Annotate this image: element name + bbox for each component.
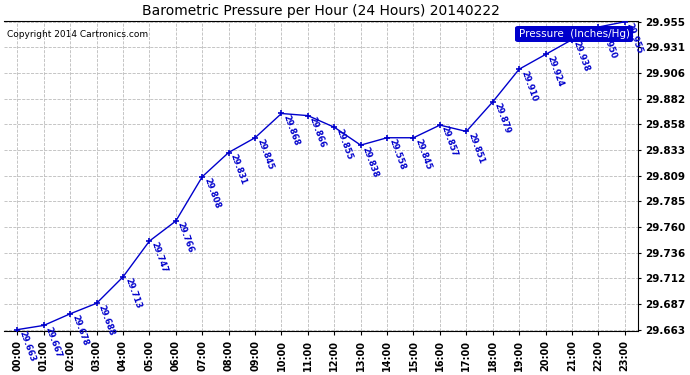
Text: 29.955: 29.955 (624, 22, 644, 55)
Pressure  (Inches/Hg) (66, 312, 75, 316)
Text: 29.747: 29.747 (150, 241, 169, 274)
Text: 29.667: 29.667 (43, 326, 63, 359)
Pressure  (Inches/Hg) (594, 25, 602, 29)
Pressure  (Inches/Hg) (224, 150, 233, 155)
Pressure  (Inches/Hg) (172, 219, 180, 223)
Text: 29.855: 29.855 (334, 127, 354, 161)
Pressure  (Inches/Hg) (462, 129, 471, 134)
Pressure  (Inches/Hg) (383, 135, 391, 140)
Pressure  (Inches/Hg) (542, 52, 550, 57)
Pressure  (Inches/Hg) (620, 20, 629, 24)
Text: 29.808: 29.808 (202, 177, 221, 210)
Pressure  (Inches/Hg) (357, 143, 365, 147)
Pressure  (Inches/Hg) (198, 174, 206, 179)
Line: Pressure  (Inches/Hg): Pressure (Inches/Hg) (14, 18, 628, 333)
Text: 29.831: 29.831 (228, 153, 248, 186)
Text: 29.766: 29.766 (176, 221, 195, 255)
Pressure  (Inches/Hg) (304, 113, 312, 118)
Text: 29.910: 29.910 (519, 69, 539, 103)
Text: 29.924: 29.924 (546, 54, 565, 88)
Text: 29.713: 29.713 (123, 277, 143, 310)
Text: 29.950: 29.950 (598, 27, 618, 60)
Pressure  (Inches/Hg) (409, 135, 417, 140)
Text: 29.838: 29.838 (361, 145, 380, 178)
Text: 29.845: 29.845 (255, 138, 275, 171)
Pressure  (Inches/Hg) (568, 38, 576, 42)
Title: Barometric Pressure per Hour (24 Hours) 20140222: Barometric Pressure per Hour (24 Hours) … (142, 4, 500, 18)
Text: 29.558: 29.558 (387, 138, 406, 171)
Pressure  (Inches/Hg) (515, 67, 523, 72)
Pressure  (Inches/Hg) (489, 100, 497, 104)
Text: 29.879: 29.879 (493, 102, 512, 135)
Pressure  (Inches/Hg) (39, 323, 48, 328)
Pressure  (Inches/Hg) (251, 135, 259, 140)
Pressure  (Inches/Hg) (13, 327, 21, 332)
Text: 29.688: 29.688 (97, 303, 116, 337)
Pressure  (Inches/Hg) (436, 123, 444, 128)
Pressure  (Inches/Hg) (146, 239, 154, 243)
Pressure  (Inches/Hg) (277, 111, 286, 116)
Text: Copyright 2014 Cartronics.com: Copyright 2014 Cartronics.com (8, 30, 148, 39)
Legend: Pressure  (Inches/Hg): Pressure (Inches/Hg) (515, 26, 633, 42)
Text: 29.845: 29.845 (413, 138, 433, 171)
Pressure  (Inches/Hg) (330, 125, 338, 129)
Text: 29.678: 29.678 (70, 314, 90, 347)
Text: 29.866: 29.866 (308, 116, 327, 149)
Text: 29.868: 29.868 (282, 114, 301, 147)
Text: 29.851: 29.851 (466, 131, 486, 165)
Pressure  (Inches/Hg) (92, 301, 101, 306)
Text: 29.938: 29.938 (572, 40, 591, 73)
Text: 29.663: 29.663 (17, 330, 37, 363)
Text: 29.857: 29.857 (440, 125, 460, 159)
Pressure  (Inches/Hg) (119, 274, 127, 279)
